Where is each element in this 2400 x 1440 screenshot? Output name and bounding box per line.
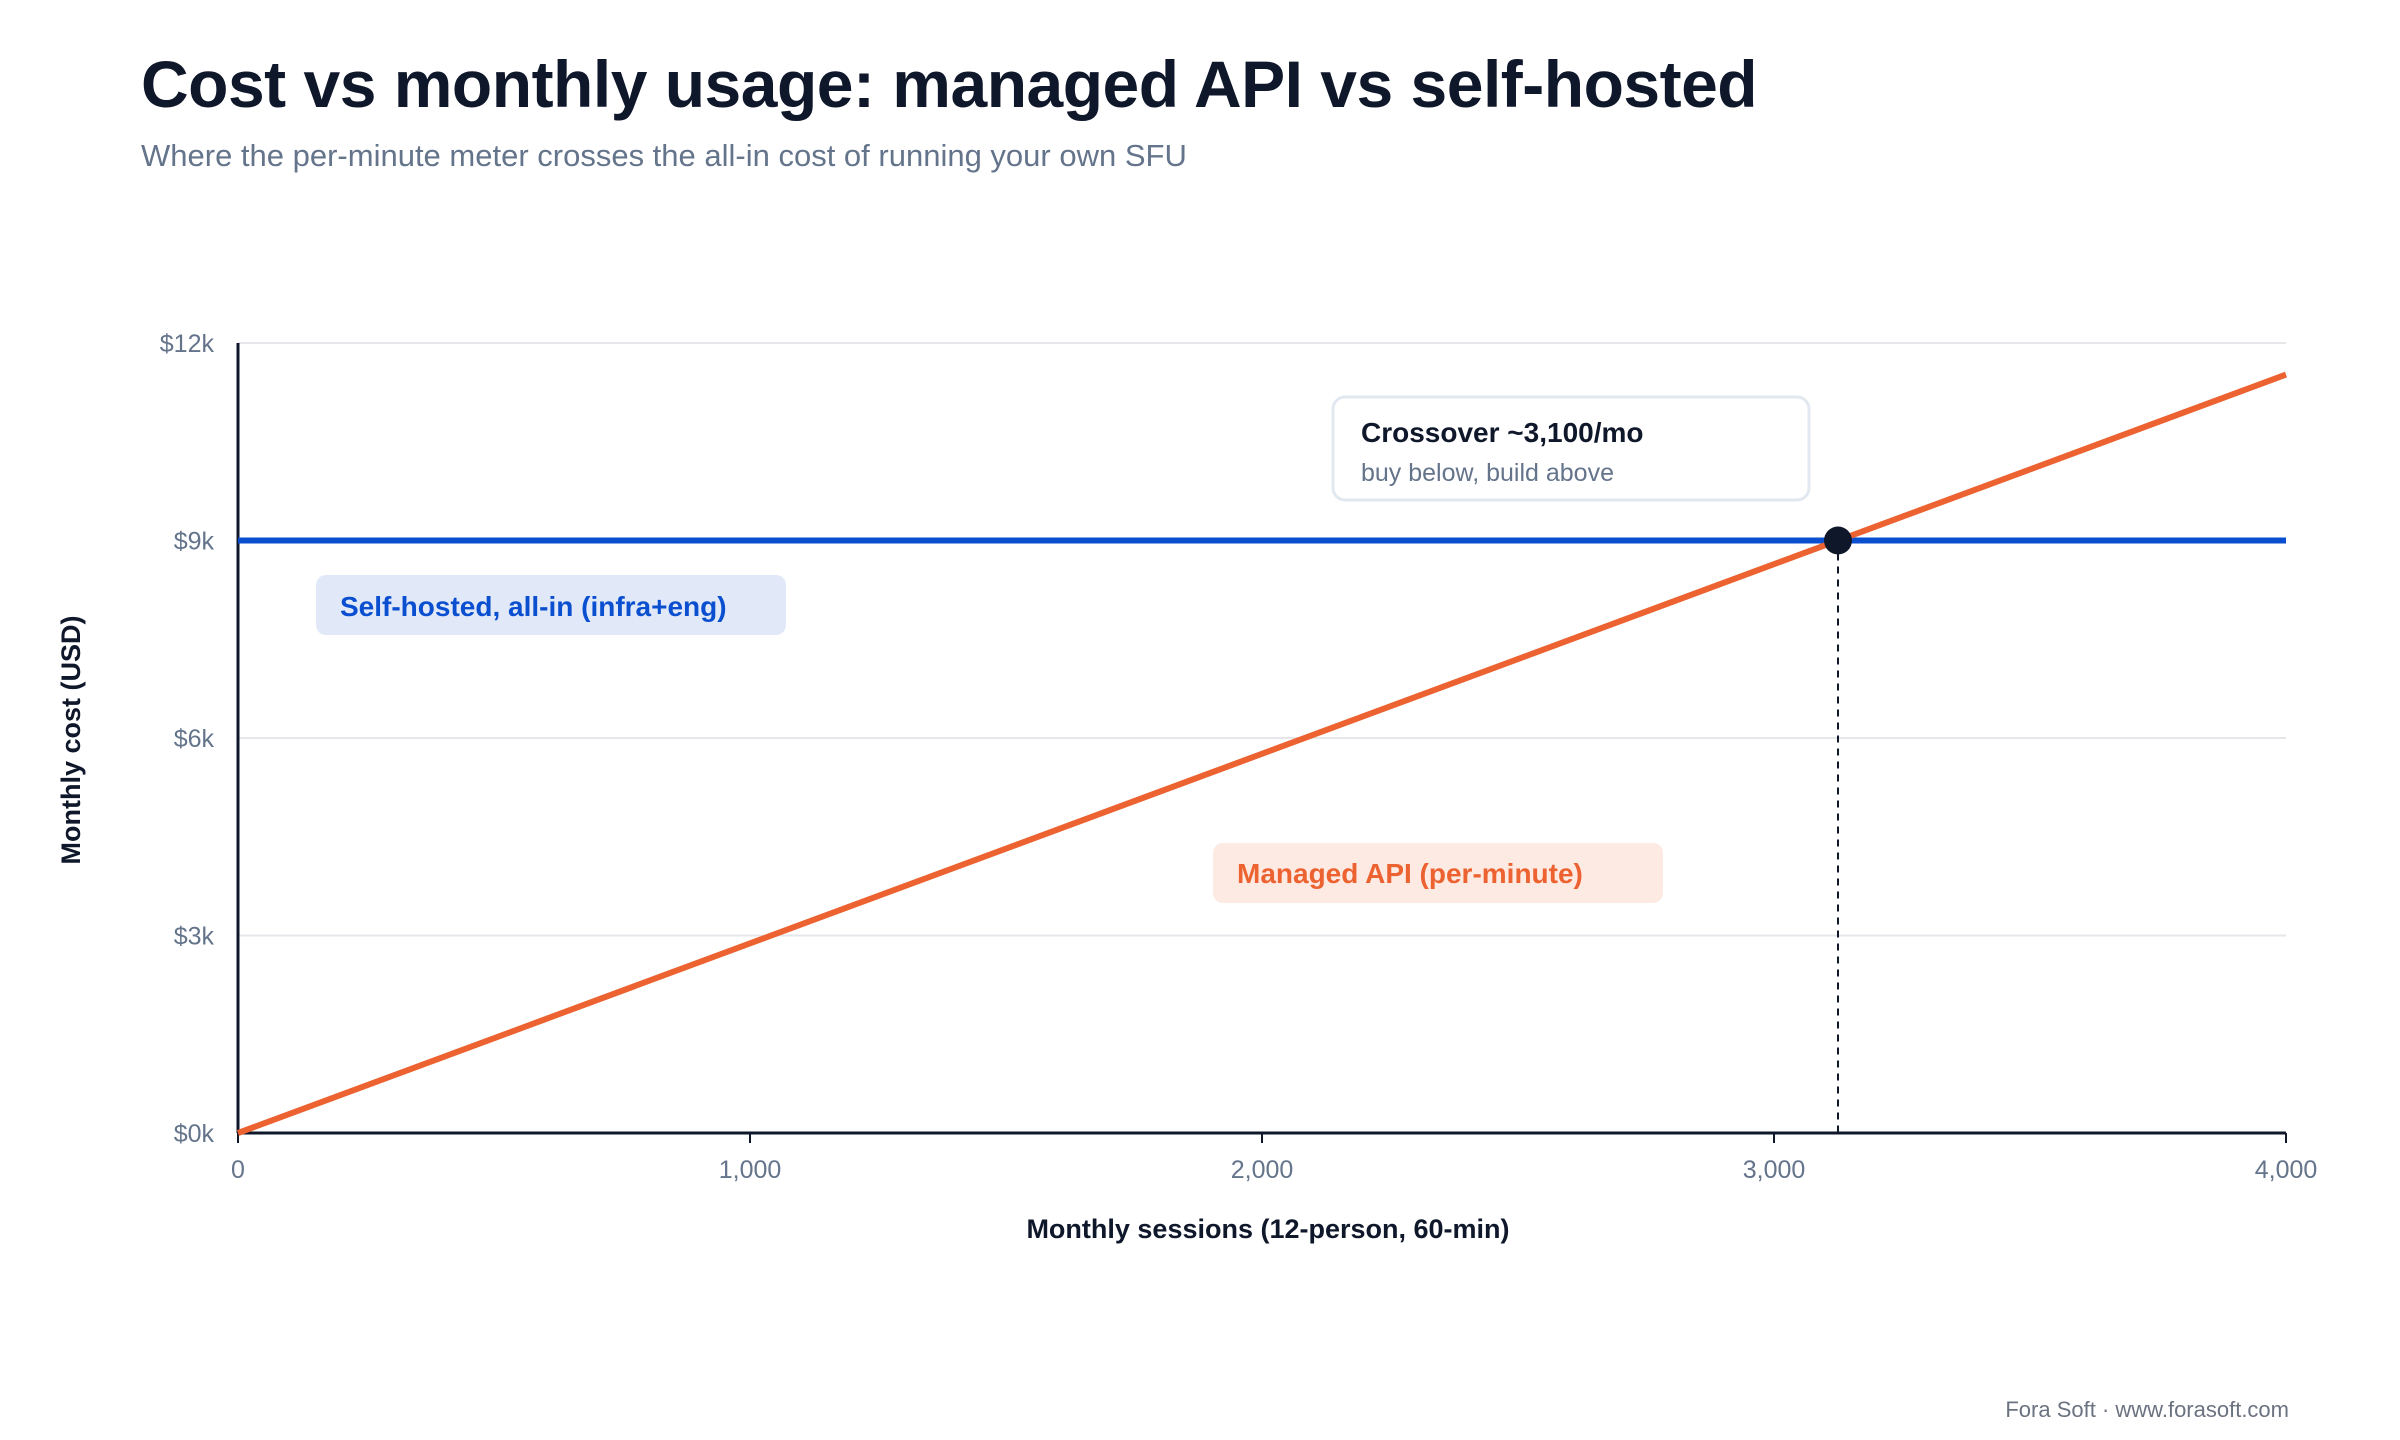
tick-labels: $0k $3k $6k $9k $12k 0 1,000 2,000 3,000 4,000 [160, 330, 2318, 1184]
managed-label-bg [1213, 843, 1663, 903]
managed-api-cost-line [236, 371, 2288, 1136]
footer-credit: Fora Soft · www.forasoft.com [2005, 1397, 2289, 1422]
annotations: Self-hosted, all-in (infra+eng) Managed … [316, 395, 1811, 903]
self-hosted-series-label: Self-hosted, all-in (infra+eng) [340, 591, 727, 622]
y-tick-label: $0k [174, 1120, 215, 1148]
crossover-label: Crossover ~3,100/mo [1361, 417, 1644, 448]
crossover-sublabel: buy below, build above [1361, 459, 1614, 487]
x-tick-label: 3,000 [1743, 1156, 1806, 1184]
self-hosted-label-bg [316, 575, 786, 635]
x-tick-label: 2,000 [1231, 1156, 1294, 1184]
chart-subtitle: Where the per-minute meter crosses the a… [141, 138, 1187, 173]
y-tick-label: $9k [174, 528, 215, 556]
x-tick-label: 0 [231, 1156, 245, 1184]
x-axis-label: Monthly sessions (12-person, 60-min) [1026, 1214, 1509, 1244]
series [236, 371, 2288, 1136]
y-tick-label: $12k [160, 330, 215, 358]
y-axis-label: Monthly cost (USD) [56, 616, 86, 865]
crossover-point [1824, 526, 1852, 555]
y-tick-label: $3k [174, 923, 215, 951]
y-tick-label: $6k [174, 725, 215, 753]
managed-series-label: Managed API (per-minute) [1237, 858, 1583, 889]
axes [236, 343, 2287, 1143]
x-tick-label: 1,000 [719, 1156, 782, 1184]
x-tick-label: 4,000 [2255, 1156, 2318, 1184]
crossover-callout [1331, 395, 1811, 502]
chart-title: Cost vs monthly usage: managed API vs se… [141, 47, 1758, 121]
